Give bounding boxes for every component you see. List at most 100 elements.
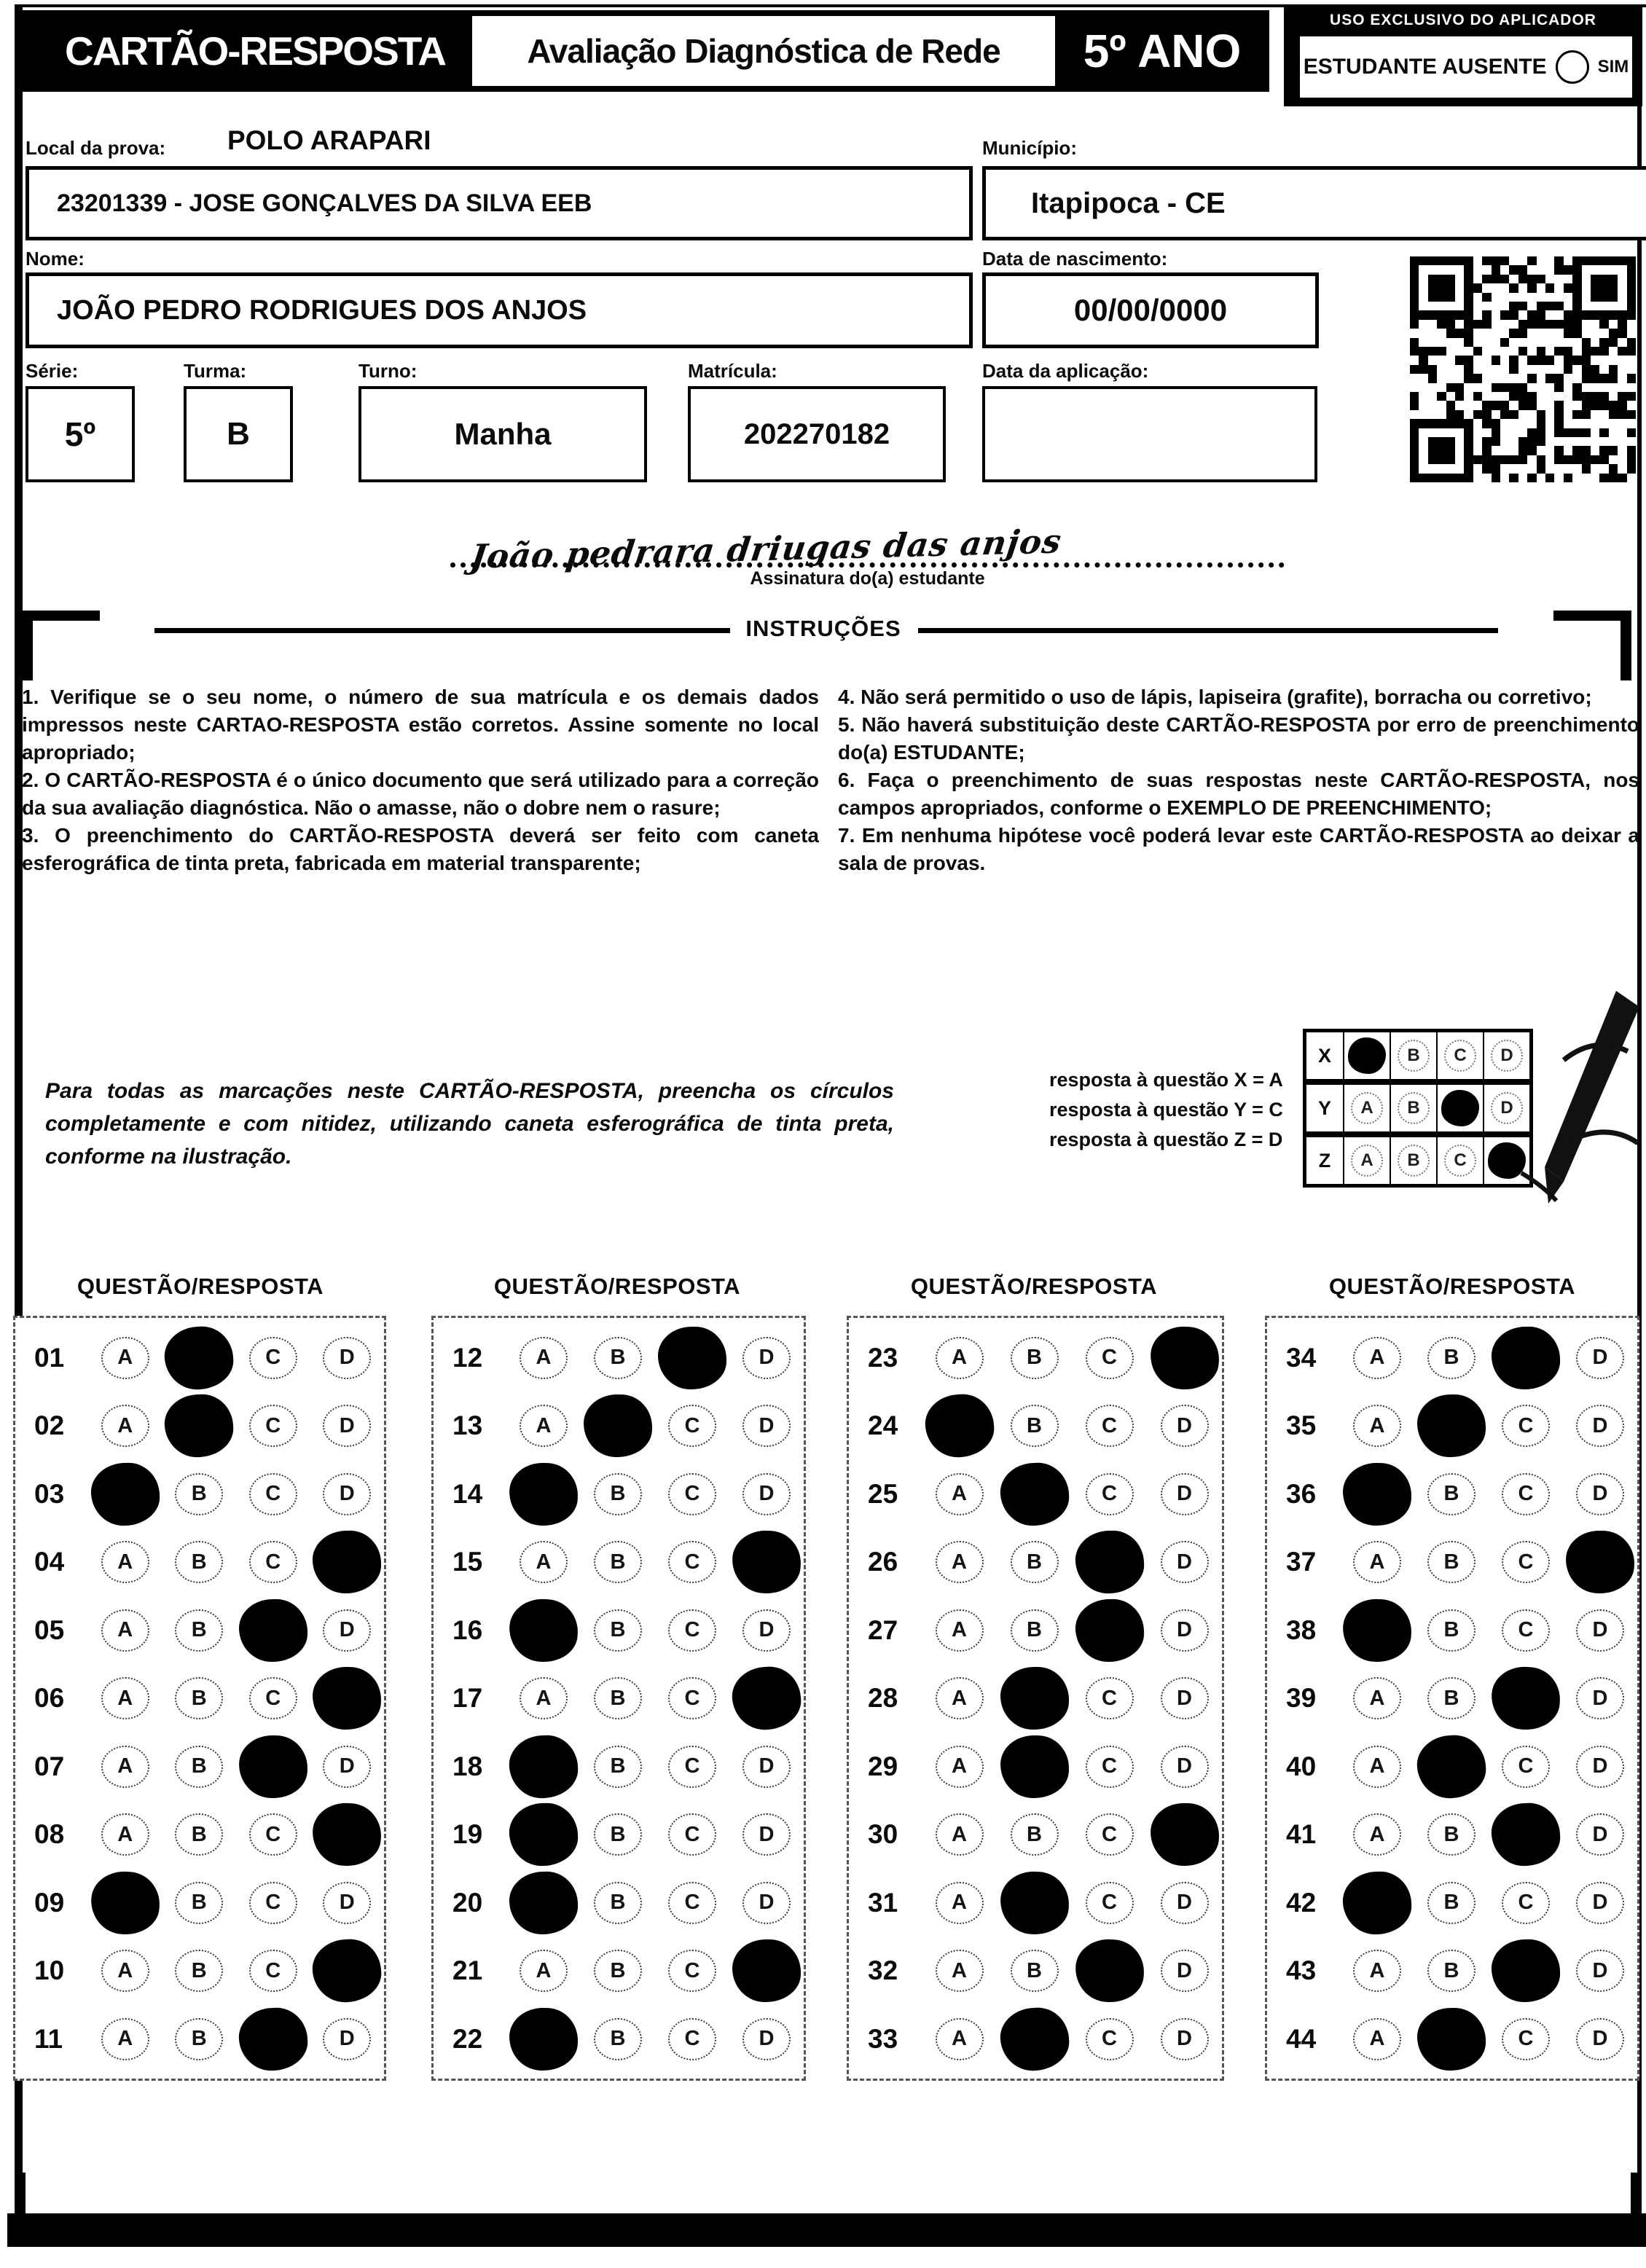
absent-mark-circle[interactable] (1555, 50, 1589, 84)
answer-bubble[interactable]: A (1353, 1405, 1401, 1448)
answer-bubble-filled[interactable] (1074, 1598, 1145, 1663)
answer-bubble[interactable]: A (101, 1677, 149, 1720)
answer-bubble-filled[interactable] (658, 1326, 726, 1389)
answer-bubble[interactable]: B (1010, 1541, 1059, 1584)
answer-bubble[interactable]: D (1576, 1677, 1624, 1720)
answer-bubble[interactable]: C (668, 1950, 716, 1993)
answer-bubble[interactable]: A (935, 1950, 984, 1993)
answer-bubble[interactable]: D (1576, 1336, 1624, 1379)
answer-bubble-filled[interactable] (1341, 1870, 1413, 1936)
answer-bubble[interactable]: B (594, 1950, 642, 1993)
answer-bubble[interactable]: B (1427, 1541, 1475, 1584)
answer-bubble[interactable]: D (1576, 2017, 1624, 2060)
answer-bubble[interactable]: C (1085, 2017, 1134, 2060)
answer-bubble[interactable]: A (101, 1813, 149, 1856)
answer-bubble[interactable]: D (742, 1813, 791, 1856)
answer-bubble-filled[interactable] (509, 1870, 579, 1935)
answer-bubble[interactable]: B (175, 1472, 224, 1515)
answer-bubble-filled[interactable] (583, 1394, 653, 1459)
answer-bubble-filled[interactable] (312, 1666, 382, 1731)
answer-bubble[interactable]: A (935, 1813, 984, 1856)
answer-bubble[interactable]: A (101, 1405, 149, 1448)
answer-bubble-filled[interactable] (1074, 1529, 1145, 1595)
answer-bubble[interactable]: C (668, 1881, 716, 1924)
answer-bubble[interactable]: A (1353, 1745, 1401, 1788)
example-bubble[interactable]: B (1398, 1092, 1430, 1124)
answer-bubble-filled[interactable] (1491, 1325, 1561, 1390)
answer-bubble[interactable]: C (668, 1677, 716, 1720)
answer-bubble[interactable]: D (1576, 1881, 1624, 1924)
answer-bubble[interactable]: D (323, 1405, 372, 1448)
answer-bubble-filled[interactable] (238, 1734, 309, 1800)
answer-bubble[interactable]: C (1502, 1472, 1550, 1515)
answer-bubble[interactable]: C (248, 1472, 297, 1515)
answer-bubble[interactable]: D (742, 1881, 791, 1924)
answer-bubble[interactable]: C (248, 1405, 297, 1448)
answer-bubble[interactable]: D (1160, 1609, 1209, 1652)
answer-bubble[interactable]: D (1576, 1405, 1624, 1448)
answer-bubble[interactable]: D (1160, 1541, 1209, 1584)
answer-bubble-filled[interactable] (998, 2005, 1071, 2073)
answer-bubble[interactable]: C (1085, 1405, 1134, 1448)
answer-bubble[interactable]: C (668, 1472, 716, 1515)
answer-bubble-filled[interactable] (310, 1937, 384, 2005)
answer-bubble[interactable]: B (594, 1336, 642, 1379)
answer-bubble-filled[interactable] (163, 1392, 235, 1459)
answer-bubble-filled[interactable] (507, 1596, 580, 1664)
answer-bubble[interactable]: B (175, 1813, 224, 1856)
answer-bubble[interactable]: C (1085, 1881, 1134, 1924)
answer-bubble[interactable]: D (742, 1745, 791, 1788)
answer-bubble[interactable]: C (248, 1336, 297, 1379)
answer-bubble[interactable]: C (248, 1881, 297, 1924)
answer-bubble-filled[interactable] (1564, 1529, 1636, 1595)
answer-bubble[interactable]: C (668, 1609, 716, 1652)
answer-bubble-filled[interactable] (1489, 1665, 1562, 1733)
answer-bubble[interactable]: D (1160, 1472, 1209, 1515)
answer-bubble[interactable]: B (175, 1609, 224, 1652)
answer-bubble[interactable]: C (668, 2017, 716, 2060)
answer-bubble[interactable]: A (101, 2017, 149, 2060)
answer-bubble[interactable]: C (1085, 1336, 1134, 1379)
answer-bubble[interactable]: B (175, 2017, 224, 2060)
answer-bubble[interactable]: A (520, 1950, 568, 1993)
example-bubble-filled[interactable] (1348, 1037, 1386, 1074)
answer-bubble[interactable]: C (248, 1950, 297, 1993)
example-bubble[interactable]: B (1398, 1040, 1430, 1072)
answer-bubble[interactable]: A (101, 1541, 149, 1584)
answer-bubble[interactable]: B (1010, 1336, 1059, 1379)
answer-bubble[interactable]: D (1160, 1745, 1209, 1788)
example-bubble[interactable]: A (1351, 1092, 1383, 1124)
answer-bubble[interactable]: D (1160, 1405, 1209, 1448)
answer-bubble[interactable]: D (323, 1336, 372, 1379)
answer-bubble[interactable]: A (101, 1745, 149, 1788)
answer-bubble[interactable]: C (668, 1541, 716, 1584)
answer-bubble[interactable]: B (175, 1541, 224, 1584)
answer-bubble-filled[interactable] (1073, 1937, 1146, 2005)
answer-bubble[interactable]: B (1427, 1472, 1475, 1515)
answer-bubble[interactable]: B (1427, 1336, 1475, 1379)
answer-bubble[interactable]: D (1160, 1677, 1209, 1720)
answer-bubble-filled[interactable] (730, 1529, 803, 1596)
answer-bubble[interactable]: A (520, 1677, 568, 1720)
answer-bubble[interactable]: D (1160, 1881, 1209, 1924)
answer-bubble-filled[interactable] (1417, 1394, 1486, 1458)
answer-bubble[interactable]: A (935, 1472, 984, 1515)
example-bubble-filled[interactable] (1441, 1090, 1479, 1126)
answer-bubble[interactable]: A (1353, 1813, 1401, 1856)
answer-bubble[interactable]: C (248, 1813, 297, 1856)
answer-bubble-filled[interactable] (1415, 1733, 1488, 1800)
answer-bubble[interactable]: A (1353, 2017, 1401, 2060)
answer-bubble-filled[interactable] (312, 1530, 382, 1595)
answer-bubble[interactable]: A (1353, 1950, 1401, 1993)
answer-bubble-filled[interactable] (88, 1869, 162, 1937)
answer-bubble[interactable]: C (668, 1745, 716, 1788)
answer-bubble[interactable]: C (1502, 1609, 1550, 1652)
answer-bubble-filled[interactable] (508, 1802, 579, 1867)
answer-bubble-filled[interactable] (730, 1665, 803, 1733)
answer-bubble[interactable]: D (323, 1745, 372, 1788)
answer-bubble[interactable]: B (594, 2017, 642, 2060)
answer-bubble[interactable]: D (323, 1472, 372, 1515)
answer-bubble-filled[interactable] (732, 1939, 801, 2003)
answer-bubble[interactable]: B (1010, 1813, 1059, 1856)
example-bubble[interactable]: C (1444, 1040, 1476, 1072)
